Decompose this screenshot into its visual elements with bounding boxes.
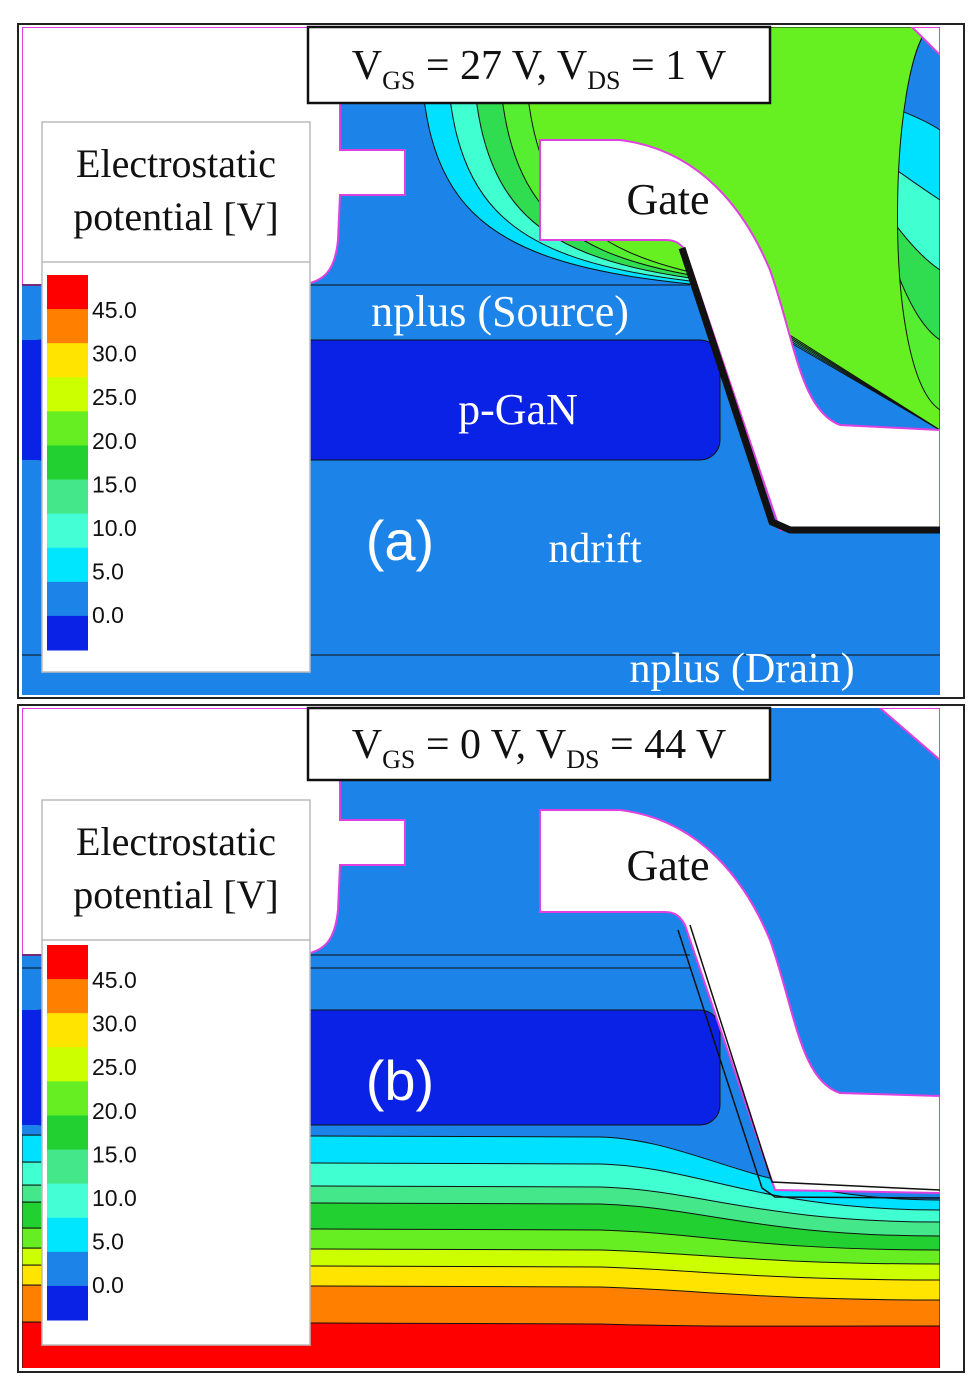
- legend-title: potential [V]: [73, 194, 279, 239]
- panel-label: (a): [366, 509, 434, 572]
- panel-a: [22, 27, 940, 695]
- gate-edge: [678, 246, 940, 534]
- subscript: DS: [566, 745, 599, 774]
- colorbar-label: 30.0: [92, 341, 137, 367]
- colorbar-swatch: [47, 275, 88, 310]
- panel-label: (b): [366, 1049, 434, 1112]
- condition-part: = 0 V, V: [415, 722, 566, 768]
- condition-part: = 27 V, V: [415, 43, 587, 89]
- colorbar-swatch: [47, 343, 88, 378]
- colorbar-label: 10.0: [92, 1185, 137, 1211]
- colorbar-swatch: [47, 1285, 88, 1321]
- colorbar-swatch: [47, 1047, 88, 1082]
- colorbar-swatch: [47, 377, 88, 412]
- condition-text: VGS = 27 V, VDS = 1 V: [352, 43, 727, 95]
- subscript: GS: [382, 66, 415, 95]
- colorbar-label: 5.0: [92, 1229, 124, 1255]
- colorbar-swatch: [47, 945, 88, 980]
- white-region: [878, 708, 940, 762]
- colorbar-swatch: [47, 1013, 88, 1048]
- colorbar-swatch: [47, 411, 88, 446]
- colorbar-label: 30.0: [92, 1011, 137, 1037]
- colorbar-label: 0.0: [92, 1272, 124, 1298]
- condition-box: [306, 706, 772, 782]
- gate-edge: [677, 929, 940, 1199]
- region-label: nplus (Drain): [629, 646, 854, 692]
- condition-text: VGS = 0 V, VDS = 44 V: [352, 722, 727, 774]
- colorbar-label: 25.0: [92, 1054, 137, 1080]
- condition-box: [306, 25, 772, 105]
- colorbar-swatch: [47, 1183, 88, 1219]
- colorbar-swatch: [47, 445, 88, 481]
- colorbar-swatch: [47, 547, 88, 583]
- condition-part: V: [352, 43, 382, 89]
- colorbar-label: 15.0: [92, 1141, 137, 1167]
- colorbar-label: 5.0: [92, 559, 124, 585]
- colorbar-label: 20.0: [92, 428, 137, 454]
- region-label: nplus (Source): [371, 287, 629, 336]
- colorbar-label: 25.0: [92, 384, 137, 410]
- condition-part: = 1 V: [621, 43, 727, 89]
- region-label: p-GaN: [458, 385, 578, 434]
- legend-title: Electrostatic: [76, 141, 276, 186]
- colorbar-label: 10.0: [92, 515, 137, 541]
- colorbar-swatch: [47, 479, 88, 515]
- colorbar-swatch: [47, 1217, 88, 1253]
- panel-frame: [17, 23, 965, 699]
- subscript: DS: [587, 66, 620, 95]
- colorbar-swatch: [47, 1115, 88, 1151]
- colorbar-swatch: [47, 979, 88, 1014]
- colorbar-label: 15.0: [92, 471, 137, 497]
- colorbar-swatch: [47, 1149, 88, 1185]
- condition-part: = 44 V: [600, 722, 727, 768]
- legend-title: Electrostatic: [76, 819, 276, 864]
- region-label: ndrift: [548, 526, 642, 572]
- legend-title: potential [V]: [73, 872, 279, 917]
- gate-region: [539, 139, 940, 531]
- colorbar-label: 45.0: [92, 297, 137, 323]
- colorbar-swatch: [47, 309, 88, 344]
- gate-region: [539, 809, 940, 1195]
- overlay: VGS = 27 V, VDS = 1 VElectrostaticpotent…: [41, 25, 855, 1346]
- colorbar-swatch: [47, 1251, 88, 1287]
- colorbar-label: 0.0: [92, 602, 124, 628]
- gate-label: Gate: [626, 841, 709, 890]
- subscript: GS: [382, 745, 415, 774]
- colorbar-swatch: [47, 1081, 88, 1116]
- panel-frame: [17, 704, 965, 1373]
- gate-label: Gate: [626, 175, 709, 224]
- colorbar-label: 20.0: [92, 1098, 137, 1124]
- colorbar-swatch: [47, 581, 88, 617]
- white-region: [910, 27, 940, 57]
- colorbar-label: 45.0: [92, 967, 137, 993]
- gate-edge: [689, 924, 940, 1191]
- colorbar-swatch: [47, 513, 88, 549]
- colorbar-swatch: [47, 615, 88, 651]
- condition-part: V: [352, 722, 382, 768]
